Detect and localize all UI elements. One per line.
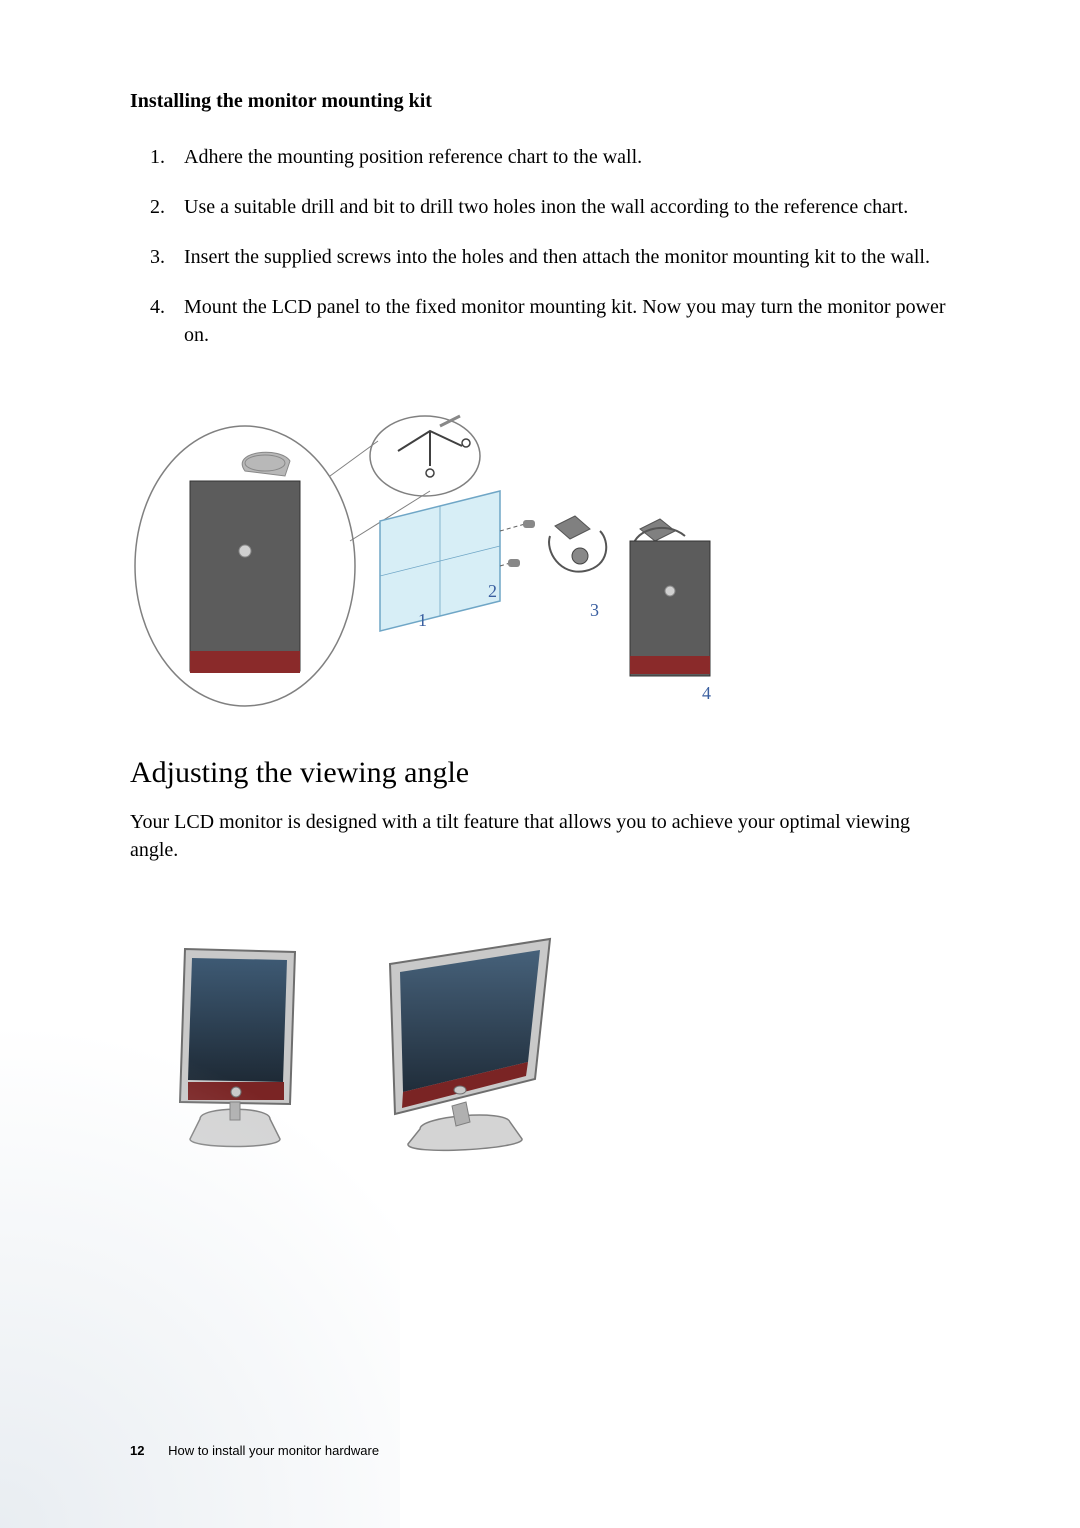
tilt-figure: [130, 934, 590, 1154]
page-footer: 12 How to install your monitor hardware: [130, 1443, 379, 1458]
diagram-reference-sheet: [380, 491, 500, 631]
install-step-4: Mount the LCD panel to the fixed monitor…: [150, 293, 950, 349]
diagram-bracket: [549, 516, 606, 572]
tilt-monitor-upright: [180, 949, 295, 1147]
mounting-diagram: 1 2 3 4: [130, 401, 720, 711]
diagram-drill-screws: [500, 520, 535, 567]
diagram-label-4: 4: [702, 683, 711, 703]
page-number: 12: [130, 1443, 144, 1458]
section2-heading: Adjusting the viewing angle: [130, 756, 950, 790]
section1-heading: Installing the monitor mounting kit: [130, 90, 950, 113]
tilt-monitor-tilted: [390, 939, 550, 1150]
section2-body: Your LCD monitor is designed with a tilt…: [130, 808, 950, 864]
diagram-mounted-monitor: [630, 519, 710, 676]
diagram-label-3: 3: [590, 600, 599, 620]
footer-title: How to install your monitor hardware: [168, 1443, 379, 1458]
diagram-monitor: [190, 452, 300, 673]
install-steps-list: Adhere the mounting position reference c…: [130, 143, 950, 349]
diagram-label-2: 2: [488, 581, 497, 601]
install-step-3: Insert the supplied screws into the hole…: [150, 243, 950, 271]
install-step-2: Use a suitable drill and bit to drill tw…: [150, 193, 950, 221]
install-step-1: Adhere the mounting position reference c…: [150, 143, 950, 171]
page-content: Installing the monitor mounting kit Adhe…: [0, 0, 1080, 1159]
diagram-label-1: 1: [418, 610, 427, 630]
